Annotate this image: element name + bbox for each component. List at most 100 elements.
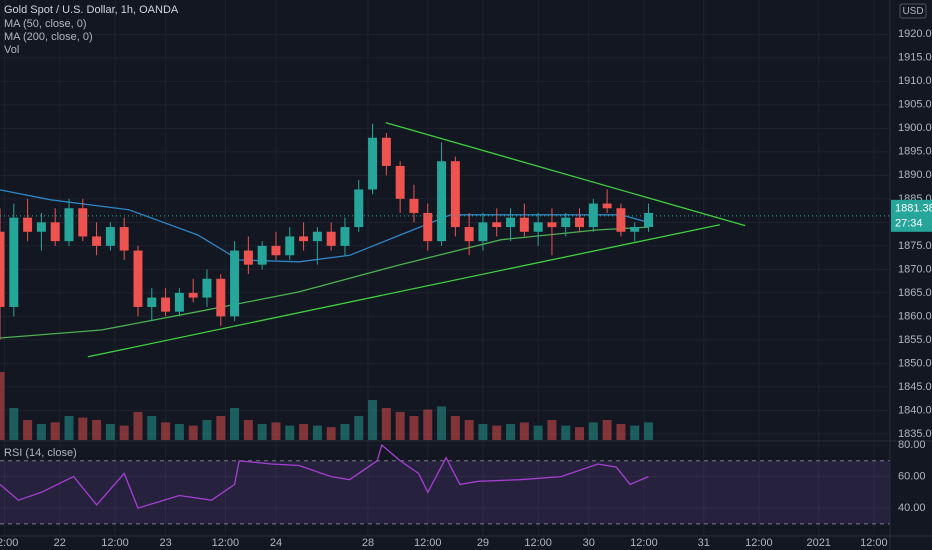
volume-bar — [533, 425, 543, 440]
candle-body — [506, 217, 516, 228]
x-tick-label: 12:00 — [860, 537, 888, 549]
y-tick-label: 1860.00 — [898, 310, 932, 322]
candle-body — [492, 222, 502, 228]
x-tick-label: 31 — [698, 537, 710, 549]
indicator-label: MA (50, close, 0) — [4, 18, 87, 30]
volume-bar — [216, 416, 226, 440]
x-tick-label: 29 — [477, 537, 489, 549]
volume-bar — [133, 412, 143, 440]
volume-bar — [174, 424, 184, 440]
candle-body — [36, 222, 46, 232]
moving-average — [0, 226, 649, 339]
candle-body — [450, 161, 460, 228]
volume-bar — [340, 424, 350, 440]
x-tick-label: 24 — [270, 537, 282, 549]
volume-bar — [78, 417, 88, 440]
volume-bar — [616, 424, 626, 440]
volume-bar — [395, 412, 405, 440]
candle-body — [561, 217, 571, 228]
chart-title: Gold Spot / U.S. Dollar, 1h, OANDA — [4, 4, 179, 16]
axes: 1835.00 1840.00 1845.00 1850.00 1855.00 1860.… — [0, 28, 932, 549]
candle-body — [285, 236, 295, 256]
y-tick-label: 1890.00 — [898, 169, 932, 181]
y-tick-label: 60.00 — [898, 470, 926, 482]
candle-body — [326, 231, 336, 246]
x-tick-label: 12:00 — [630, 537, 658, 549]
volume-bar — [478, 424, 488, 440]
currency: USD — [902, 6, 923, 17]
trendline — [385, 122, 746, 227]
y-tick-label: 1900.00 — [898, 122, 932, 134]
y-tick-label: 1870.00 — [898, 263, 932, 275]
indicator-label: MA (200, close, 0) — [4, 31, 93, 43]
x-tick-label: 23 — [159, 537, 171, 549]
y-tick-label: 80.00 — [898, 439, 926, 451]
x-tick-label: 12:00 — [101, 537, 129, 549]
candle-body — [216, 278, 226, 317]
candle-body — [630, 227, 640, 232]
volume-bar — [368, 400, 378, 440]
candle-body — [354, 189, 364, 228]
candle-body — [464, 227, 474, 242]
y-tick-label: 1835.00 — [898, 428, 932, 440]
volume-bar — [312, 425, 322, 440]
volume-bar — [105, 424, 115, 440]
volume-bar — [519, 422, 529, 440]
candle-body — [133, 250, 143, 307]
volume-bar — [50, 422, 60, 440]
volume-bar — [119, 425, 129, 440]
candle-body — [147, 297, 157, 307]
candle-body — [230, 250, 240, 317]
candle-body — [644, 212, 654, 228]
x-tick-label: 28 — [362, 537, 374, 549]
y-tick-label: 1905.00 — [898, 99, 932, 111]
candle-body — [409, 198, 419, 213]
volume-bar — [299, 424, 309, 440]
indicator-label: Vol — [4, 44, 19, 56]
y-tick-label: 1855.00 — [898, 334, 932, 346]
countdown-label: 27:34 — [895, 218, 923, 230]
x-tick-label: 2021 — [806, 537, 830, 549]
candle-body — [340, 227, 350, 246]
y-tick-label: 40.00 — [898, 502, 926, 514]
candle-body — [188, 292, 198, 298]
y-tick-label: 1920.00 — [898, 28, 932, 40]
volume-bar — [464, 420, 474, 440]
x-tick-label: 30 — [583, 537, 595, 549]
volume-bar — [92, 420, 102, 440]
candle-body — [9, 217, 19, 307]
candle-body — [161, 297, 171, 312]
volume-bar — [575, 427, 585, 440]
volume-bar — [409, 416, 419, 440]
y-tick-label: 1895.00 — [898, 146, 932, 158]
x-tick-label: 12:00 — [414, 537, 442, 549]
currency-box — [899, 3, 927, 19]
volume-bar — [602, 420, 612, 440]
volume-bar — [0, 372, 5, 440]
candle-body — [368, 137, 378, 190]
candle-body — [64, 208, 74, 242]
indicator-label: RSI (14, close) — [4, 447, 77, 459]
volume-bar — [64, 416, 74, 440]
volume-bar — [23, 420, 33, 440]
candle-body — [437, 161, 447, 242]
candle-body — [50, 222, 60, 242]
x-tick-label: 12:00 — [524, 537, 552, 549]
volume-bar — [492, 425, 502, 440]
volume-bar — [271, 422, 281, 440]
y-tick-label: 1845.00 — [898, 381, 932, 393]
volume-bar — [547, 420, 557, 440]
candle-body — [92, 236, 102, 246]
y-tick-label: 1915.00 — [898, 52, 932, 64]
y-tick-label: 1910.00 — [898, 75, 932, 87]
x-tick-label: 22 — [54, 537, 66, 549]
candle-body — [271, 245, 281, 256]
candle-body — [105, 227, 115, 246]
volume-bar — [257, 424, 267, 440]
candle-body — [381, 137, 391, 166]
volume-bar — [161, 422, 171, 440]
candle-body — [78, 208, 88, 237]
volume-bar — [423, 409, 433, 440]
